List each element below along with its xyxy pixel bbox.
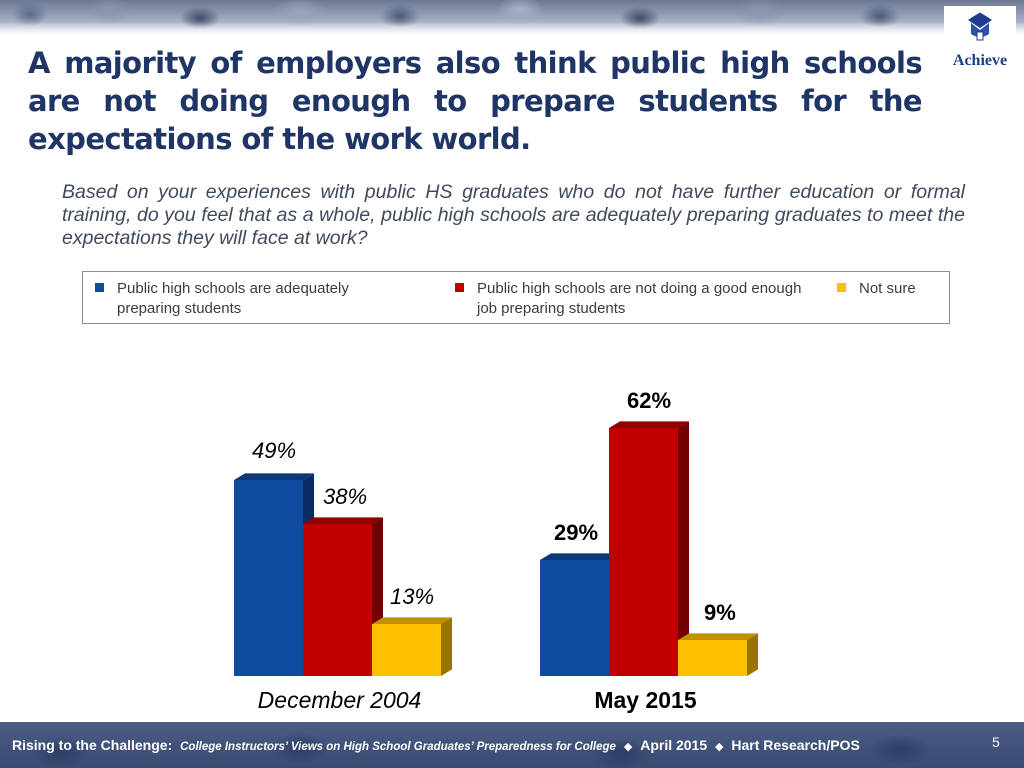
page-number: 5 bbox=[992, 734, 1000, 750]
footer-separator: ◆ bbox=[715, 741, 724, 753]
legend-swatch-blue bbox=[95, 283, 104, 292]
data-label-adequate-1: 49% bbox=[252, 438, 296, 463]
legend-label-adequate: Public high schools are adequately prepa… bbox=[117, 280, 349, 317]
category-label-1: December 2004 bbox=[258, 687, 422, 713]
legend-item-not-sure: Not sure bbox=[837, 279, 937, 299]
data-label-not-sure-2: 9% bbox=[704, 600, 736, 625]
logo-wordmark: Achieve bbox=[952, 52, 1008, 69]
legend-label-not-sure: Not sure bbox=[859, 280, 916, 297]
bar-not-enough-2 bbox=[609, 421, 689, 676]
footer-series-title: Rising to the Challenge: bbox=[12, 737, 173, 753]
legend-label-not-enough: Public high schools are not doing a good… bbox=[477, 280, 802, 317]
category-label-2: May 2015 bbox=[594, 687, 697, 713]
footer-separator: ◆ bbox=[623, 741, 633, 753]
legend-item-adequate: Public high schools are adequately prepa… bbox=[95, 279, 415, 319]
footer-source: Hart Research/POS bbox=[731, 737, 860, 753]
slide-title: A majority of employers also think publi… bbox=[28, 46, 923, 156]
bar-not-sure-1 bbox=[372, 617, 452, 676]
chart-legend: Public high schools are adequately prepa… bbox=[82, 271, 950, 324]
graduation-cap-icon bbox=[968, 11, 992, 41]
survey-question: Based on your experiences with public HS… bbox=[62, 181, 965, 249]
legend-swatch-red bbox=[455, 283, 464, 292]
achieve-logo: Achieve bbox=[944, 6, 1016, 76]
footer-report-title: College Instructors’ Views on High Schoo… bbox=[180, 741, 616, 753]
footer-date: April 2015 bbox=[640, 737, 708, 753]
footer-bar: Rising to the Challenge: College Instruc… bbox=[0, 722, 1024, 768]
footer-citation: Rising to the Challenge: College Instruc… bbox=[12, 737, 860, 753]
data-label-adequate-2: 29% bbox=[554, 520, 598, 545]
data-label-not-enough-2: 62% bbox=[627, 388, 671, 413]
bar-adequate-1 bbox=[234, 473, 314, 676]
bar-not-sure-2 bbox=[678, 633, 758, 676]
legend-item-not-enough: Public high schools are not doing a good… bbox=[455, 279, 805, 319]
data-label-not-enough-1: 38% bbox=[323, 484, 367, 509]
header-banner-fade bbox=[0, 22, 1024, 36]
legend-swatch-yellow bbox=[837, 283, 846, 292]
bar-adequate-2 bbox=[540, 553, 620, 676]
bar-not-enough-1 bbox=[303, 517, 383, 676]
data-label-not-sure-1: 13% bbox=[390, 584, 434, 609]
